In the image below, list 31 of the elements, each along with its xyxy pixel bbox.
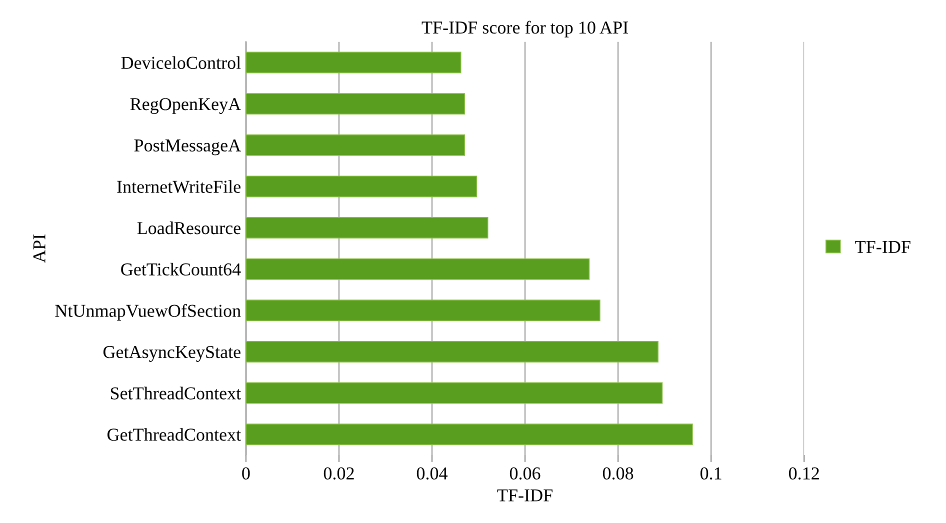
- bar: [246, 382, 663, 404]
- x-axis-title: TF-IDF: [497, 489, 552, 502]
- y-tick-label: RegOpenKeyA: [130, 98, 241, 114]
- bar: [246, 52, 462, 74]
- y-tick-label: InternetWriteFile: [117, 180, 240, 193]
- y-axis-title: API: [33, 234, 46, 263]
- y-tick-label: GetThreadContext: [107, 428, 241, 441]
- bar: [246, 176, 478, 198]
- y-tick-label: PostMessageA: [134, 139, 241, 156]
- y-tick-label: LoadResource: [137, 222, 240, 234]
- bar: [246, 134, 465, 156]
- y-tick-label: NtUnmapVuewOfSection: [55, 304, 241, 321]
- x-tick-label: 0.1: [700, 467, 722, 480]
- legend-label: TF-IDF: [855, 241, 910, 253]
- bar: [246, 300, 600, 322]
- x-tick-label: 0.12: [788, 467, 819, 480]
- bar: [246, 93, 465, 115]
- x-tick-label: 0.04: [416, 467, 448, 480]
- bar: [246, 424, 693, 446]
- x-tick-label: 0.08: [602, 467, 634, 480]
- y-tick-label: GetAsyncKeyState: [103, 346, 240, 362]
- x-tick-label: 0: [242, 467, 250, 480]
- bar: [246, 258, 590, 280]
- x-tick-label: 0.02: [324, 467, 354, 480]
- chart-title: TF-IDF score for top 10 API: [422, 20, 628, 38]
- x-tick-label: 0.06: [510, 467, 540, 480]
- y-tick-label: SetThreadContext: [110, 386, 241, 400]
- bar: [246, 340, 658, 362]
- bar: [246, 217, 488, 239]
- y-tick-label: GetTickCount64: [121, 262, 241, 276]
- y-tick-label: DeviceloControl: [121, 56, 241, 69]
